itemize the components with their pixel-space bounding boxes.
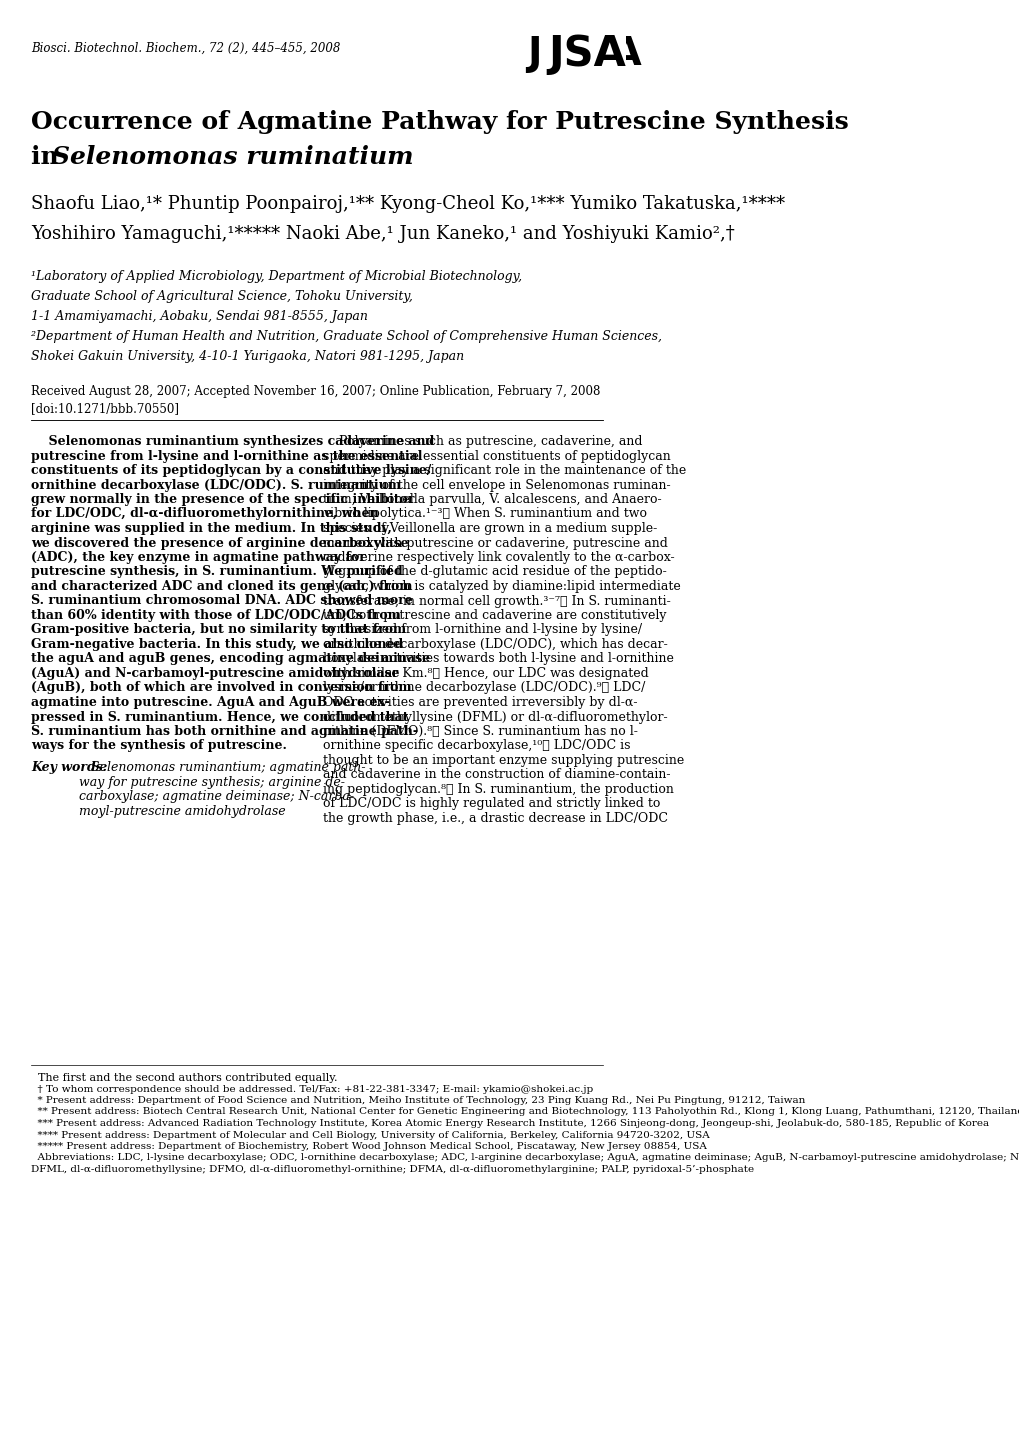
Text: Gram-negative bacteria. In this study, we also cloned: Gram-negative bacteria. In this study, w… [31,638,403,651]
Text: boxylase activities towards both l-lysine and l-ornithine: boxylase activities towards both l-lysin… [323,652,674,665]
Text: yl group of the d-glutamic acid residue of the peptido-: yl group of the d-glutamic acid residue … [323,566,666,579]
Text: of LDC/ODC is highly regulated and strictly linked to: of LDC/ODC is highly regulated and stric… [323,798,660,811]
Text: ornithine decarboxylase (LDC/ODC), which has decar-: ornithine decarboxylase (LDC/ODC), which… [323,638,667,651]
Text: way for putrescine synthesis; arginine de-: way for putrescine synthesis; arginine d… [78,776,344,789]
Text: grew normally in the presence of the specific inhibitor: grew normally in the presence of the spe… [31,494,414,506]
Text: Key words:: Key words: [31,762,107,775]
Text: ²Department of Human Health and Nutrition, Graduate School of Comprehensive Huma: ²Department of Human Health and Nutritio… [31,330,661,343]
Text: The first and the second authors contributed equally.: The first and the second authors contrib… [31,1074,337,1084]
Text: for LDC/ODC, dl-α-difluoromethylornithine, when: for LDC/ODC, dl-α-difluoromethylornithin… [31,508,378,521]
Text: 1-1 Amamiyamachi, Aobaku, Sendai 981-8555, Japan: 1-1 Amamiyamachi, Aobaku, Sendai 981-855… [31,310,368,323]
Text: S: S [564,35,591,74]
Text: carboxylase; agmatine deiminase; N-carba-: carboxylase; agmatine deiminase; N-carba… [78,791,354,804]
Text: tium, Veillonella parvulla, V. alcalescens, and Anaero-: tium, Veillonella parvulla, V. alcalesce… [323,494,661,506]
Text: (AguA) and N-carbamoyl-putrescine amidohydrolase: (AguA) and N-carbamoyl-putrescine amidoh… [31,667,399,680]
Text: with similar Km.⁸⧠ Hence, our LDC was designated: with similar Km.⁸⧠ Hence, our LDC was de… [323,667,648,680]
Text: ¹Laboratory of Applied Microbiology, Department of Microbial Biotechnology,: ¹Laboratory of Applied Microbiology, Dep… [31,270,522,283]
Text: (ADC), the key enzyme in agmatine pathway for: (ADC), the key enzyme in agmatine pathwa… [31,551,366,564]
Text: * Present address: Department of Food Science and Nutrition, Meiho Institute of : * Present address: Department of Food Sc… [31,1097,805,1105]
Text: the aguA and aguB genes, encoding agmatine deiminase: the aguA and aguB genes, encoding agmati… [31,652,430,665]
Text: nithine (DFMO).⁸⧠ Since S. ruminantium has no l-: nithine (DFMO).⁸⧠ Since S. ruminantium h… [323,724,638,737]
Text: and they play a significant role in the maintenance of the: and they play a significant role in the … [323,465,686,478]
Text: difluoromethyllysine (DFML) or dl-α-difluoromethylor-: difluoromethyllysine (DFML) or dl-α-difl… [323,710,667,723]
Text: ornithine specific decarboxylase,¹⁰⧠ LDC/ODC is: ornithine specific decarboxylase,¹⁰⧠ LDC… [323,739,630,752]
Text: J  B A: J B A [526,35,641,74]
Text: cadaverine respectively link covalently to the α-carbox-: cadaverine respectively link covalently … [323,551,675,564]
Text: um, both putrescine and cadaverine are constitutively: um, both putrescine and cadaverine are c… [323,609,666,622]
Text: than 60% identity with those of LDC/ODC/ADCs from: than 60% identity with those of LDC/ODC/… [31,609,400,622]
Text: Occurrence of Agmatine Pathway for Putrescine Synthesis: Occurrence of Agmatine Pathway for Putre… [31,110,848,134]
Text: ** Present address: Biotech Central Research Unit, National Center for Genetic E: ** Present address: Biotech Central Rese… [31,1107,1019,1117]
Text: Selenomonas ruminatium: Selenomonas ruminatium [52,144,413,169]
Text: Graduate School of Agricultural Science, Tohoku University,: Graduate School of Agricultural Science,… [31,290,413,303]
Text: synthesized from l-ornithine and l-lysine by lysine/: synthesized from l-ornithine and l-lysin… [323,623,642,636]
Text: mented with putrescine or cadaverine, putrescine and: mented with putrescine or cadaverine, pu… [323,537,667,550]
Text: Gram-positive bacteria, but no similarity to that from: Gram-positive bacteria, but no similarit… [31,623,406,636]
Text: and cadaverine in the construction of diamine-contain-: and cadaverine in the construction of di… [323,769,671,782]
Text: Polyamines such as putrescine, cadaverine, and: Polyamines such as putrescine, cadaverin… [323,434,642,447]
Text: Selenomonas ruminantium; agmatine path-: Selenomonas ruminantium; agmatine path- [78,762,365,775]
Text: putrescine from l-lysine and l-ornithine as the essential: putrescine from l-lysine and l-ornithine… [31,450,422,463]
Text: agmatine into putrescine. AguA and AguB were ex-: agmatine into putrescine. AguA and AguB … [31,696,389,709]
Text: vibrio lipolytica.¹⁻³⧠ When S. ruminantium and two: vibrio lipolytica.¹⁻³⧠ When S. ruminanti… [323,508,647,521]
Text: moyl-putrescine amidohydrolase: moyl-putrescine amidohydrolase [78,805,285,818]
Text: JSA: JSA [547,33,626,75]
Text: Shokei Gakuin University, 4-10-1 Yurigaoka, Natori 981-1295, Japan: Shokei Gakuin University, 4-10-1 Yurigao… [31,351,464,364]
Text: pressed in S. ruminantium. Hence, we concluded that: pressed in S. ruminantium. Hence, we con… [31,710,409,723]
Text: species of Veillonella are grown in a medium supple-: species of Veillonella are grown in a me… [323,522,657,535]
Text: **** Present address: Department of Molecular and Cell Biology, University of Ca: **** Present address: Department of Mole… [31,1130,709,1140]
Text: thought to be an important enzyme supplying putrescine: thought to be an important enzyme supply… [323,755,684,768]
Text: Yoshihiro Yamaguchi,¹***** Naoki Abe,¹ Jun Kaneko,¹ and Yoshiyuki Kamio²,†: Yoshihiro Yamaguchi,¹***** Naoki Abe,¹ J… [31,225,734,242]
Text: integrity of the cell envelope in Selenomonas ruminan-: integrity of the cell envelope in Seleno… [323,479,671,492]
Text: S. ruminantium has both ornithine and agmatine path-: S. ruminantium has both ornithine and ag… [31,724,418,737]
Text: Shaofu Liao,¹* Phuntip Poonpairoj,¹** Kyong-Cheol Ko,¹*** Yumiko Takatuska,¹****: Shaofu Liao,¹* Phuntip Poonpairoj,¹** Ky… [31,195,785,214]
Text: in: in [31,144,67,169]
Text: the growth phase, i.e., a drastic decrease in LDC/ODC: the growth phase, i.e., a drastic decrea… [323,812,667,825]
Text: ways for the synthesis of putrescine.: ways for the synthesis of putrescine. [31,739,286,752]
Text: DFML, dl-α-difluoromethyllysine; DFMO, dl-α-difluoromethyl-ornithine; DFMA, dl-α: DFML, dl-α-difluoromethyllysine; DFMO, d… [31,1165,753,1175]
Text: ODC activities are prevented irreversibly by dl-α-: ODC activities are prevented irreversibl… [323,696,637,709]
Text: Abbreviations: LDC, l-lysine decarboxylase; ODC, l-ornithine decarboxylase; ADC,: Abbreviations: LDC, l-lysine decarboxyla… [31,1153,1019,1163]
Text: Selenomonas ruminantium synthesizes cadaverine and: Selenomonas ruminantium synthesizes cada… [31,434,434,447]
Text: Biosci. Biotechnol. Biochem., 72 (2), 445–455, 2008: Biosci. Biotechnol. Biochem., 72 (2), 44… [31,42,340,55]
Text: arginine was supplied in the medium. In this study,: arginine was supplied in the medium. In … [31,522,391,535]
Text: ing peptidoglycan.⁸⧠ In S. ruminantium, the production: ing peptidoglycan.⁸⧠ In S. ruminantium, … [323,784,674,797]
Text: *** Present address: Advanced Radiation Technology Institute, Korea Atomic Energ: *** Present address: Advanced Radiation … [31,1118,988,1128]
Text: (AguB), both of which are involved in conversion from: (AguB), both of which are involved in co… [31,681,412,694]
Text: † To whom correspondence should be addressed. Tel/Fax: +81-22-381-3347; E-mail: : † To whom correspondence should be addre… [31,1085,593,1094]
Text: constituents of its peptidoglycan by a constitutive lysine/: constituents of its peptidoglycan by a c… [31,465,431,478]
Text: we discovered the presence of arginine decarboxylase: we discovered the presence of arginine d… [31,537,409,550]
Text: and characterized ADC and cloned its gene (adc) from: and characterized ADC and cloned its gen… [31,580,412,593]
Text: Received August 28, 2007; Accepted November 16, 2007; Online Publication, Februa: Received August 28, 2007; Accepted Novem… [31,385,600,398]
Text: lysine/ornithine decarbozylase (LDC/ODC).⁹⧠ LDC/: lysine/ornithine decarbozylase (LDC/ODC)… [323,681,645,694]
Text: S. ruminantium chromosomal DNA. ADC showed more: S. ruminantium chromosomal DNA. ADC show… [31,595,413,608]
Text: ornithine decarboxylase (LDC/ODC). S. ruminantium: ornithine decarboxylase (LDC/ODC). S. ru… [31,479,400,492]
Text: [doi:10.1271/bbb.70550]: [doi:10.1271/bbb.70550] [31,403,179,416]
Text: transferase, in normal cell growth.³⁻⁷⧠ In S. ruminanti-: transferase, in normal cell growth.³⁻⁷⧠ … [323,595,671,608]
Text: putrescine synthesis, in S. ruminantium. We purified: putrescine synthesis, in S. ruminantium.… [31,566,403,579]
Text: spermidine are essential constituents of peptidoglycan: spermidine are essential constituents of… [323,450,671,463]
Text: glycan, which is catalyzed by diamine:lipid intermediate: glycan, which is catalyzed by diamine:li… [323,580,681,593]
Text: ***** Present address: Department of Biochemistry, Robert Wood Johnson Medical S: ***** Present address: Department of Bio… [31,1141,706,1152]
